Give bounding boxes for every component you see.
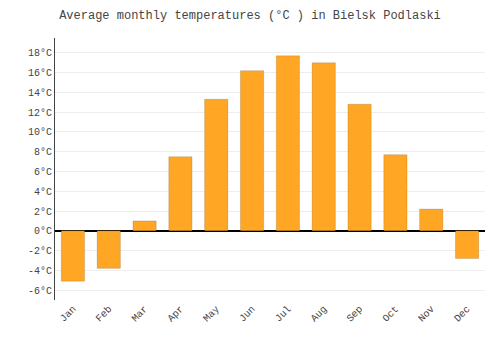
svg-text:6°C: 6°C: [34, 167, 52, 178]
svg-text:14°C: 14°C: [28, 88, 52, 99]
svg-text:10°C: 10°C: [28, 127, 52, 138]
svg-text:Mar: Mar: [130, 304, 151, 325]
svg-text:Aug: Aug: [309, 304, 330, 325]
svg-text:Sep: Sep: [345, 304, 366, 325]
svg-text:Jun: Jun: [237, 304, 258, 325]
svg-text:Oct: Oct: [381, 304, 402, 325]
svg-text:Feb: Feb: [94, 304, 115, 325]
svg-text:12°C: 12°C: [28, 108, 52, 119]
svg-text:2°C: 2°C: [34, 207, 52, 218]
svg-text:0°C: 0°C: [34, 226, 52, 237]
svg-text:18°C: 18°C: [28, 48, 52, 59]
svg-text:May: May: [201, 304, 222, 325]
svg-text:Apr: Apr: [166, 304, 187, 325]
svg-text:Jul: Jul: [273, 304, 294, 325]
svg-text:-2°C: -2°C: [28, 246, 52, 257]
svg-text:8°C: 8°C: [34, 147, 52, 158]
svg-text:-4°C: -4°C: [28, 266, 52, 277]
svg-text:4°C: 4°C: [34, 187, 52, 198]
svg-text:-6°C: -6°C: [28, 286, 52, 297]
svg-text:Jan: Jan: [58, 304, 79, 325]
svg-text:Average monthly temperatures (: Average monthly temperatures (°C ) in Bi…: [59, 9, 441, 23]
svg-text:Dec: Dec: [452, 304, 473, 325]
svg-text:Nov: Nov: [416, 304, 437, 325]
svg-text:16°C: 16°C: [28, 68, 52, 79]
